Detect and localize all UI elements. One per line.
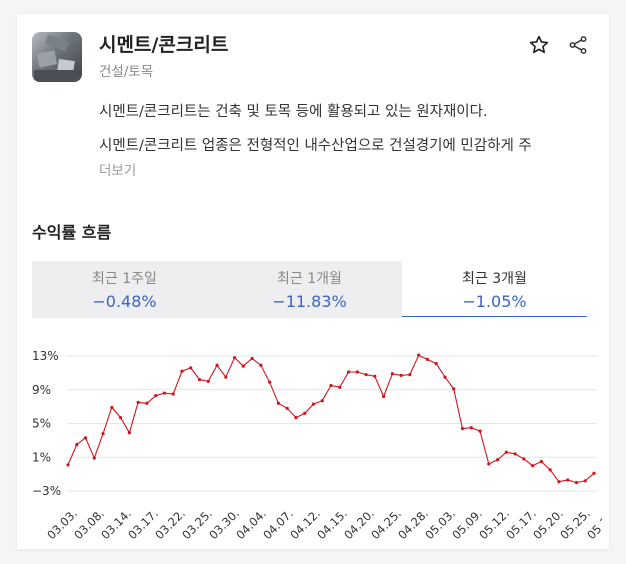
data-point — [206, 379, 210, 383]
data-point — [495, 458, 500, 462]
data-point — [531, 464, 535, 468]
data-point — [75, 442, 79, 447]
data-point — [566, 478, 570, 482]
data-point — [592, 471, 596, 475]
data-point — [408, 372, 412, 377]
tab-return-value: −1.05% — [462, 292, 527, 311]
data-point — [583, 479, 587, 483]
data-point — [443, 375, 447, 379]
data-point — [232, 356, 237, 360]
data-point — [276, 401, 280, 405]
data-point — [382, 394, 386, 399]
data-point — [197, 378, 202, 382]
data-point — [417, 353, 421, 357]
star-icon[interactable] — [528, 34, 550, 56]
data-point — [390, 372, 394, 376]
section-title: 수익률 흐름 — [32, 223, 112, 242]
description-line-1: 시멘트/콘크리트는 건축 및 토목 등에 활용되고 있는 원자재이다. — [99, 104, 488, 120]
data-point — [364, 372, 368, 377]
industry-card: 시멘트/콘크리트 건설/토목 시멘트/콘크리트는 건축 및 토목 등에 활용되고… — [17, 14, 609, 549]
more-link[interactable]: 더보기 — [99, 163, 137, 179]
data-point — [548, 468, 552, 472]
data-point — [285, 406, 289, 410]
series-line — [67, 354, 595, 484]
data-point — [373, 374, 377, 378]
industry-thumbnail — [32, 32, 82, 82]
period-tabs: 최근 1주일 −0.48% 최근 1개월 −11.83% 최근 3개월 −1.0… — [32, 261, 587, 318]
data-point — [154, 394, 158, 398]
data-point — [145, 401, 149, 405]
data-point — [346, 370, 351, 374]
y-tick-label: 1% — [32, 450, 51, 464]
data-point — [180, 369, 184, 373]
data-point — [110, 405, 114, 410]
data-point — [460, 426, 465, 431]
data-point — [478, 429, 482, 433]
share-icon[interactable] — [567, 34, 589, 56]
data-point — [224, 375, 228, 379]
data-point — [539, 459, 543, 464]
page-title: 시멘트/콘크리트 — [99, 34, 229, 56]
y-tick-label: 13% — [32, 349, 59, 363]
tab-1-week[interactable]: 최근 1주일 −0.48% — [32, 261, 217, 318]
tab-3-months[interactable]: 최근 3개월 −1.05% — [402, 261, 587, 317]
data-point — [303, 411, 307, 415]
tab-1-month[interactable]: 최근 1개월 −11.83% — [217, 261, 402, 318]
tab-label: 최근 1주일 — [92, 271, 157, 287]
data-point — [259, 363, 263, 367]
description-line-2: 시멘트/콘크리트 업종은 전형적인 내수산업으로 건설경기에 민감하게 주 — [99, 138, 532, 154]
data-point — [504, 450, 508, 454]
data-point — [320, 399, 324, 403]
tab-return-value: −0.48% — [92, 292, 157, 311]
data-point — [452, 387, 456, 391]
data-point — [513, 452, 517, 456]
data-point — [469, 426, 473, 430]
data-point — [119, 415, 123, 420]
y-tick-label: −3% — [32, 484, 61, 498]
data-point — [268, 380, 272, 384]
data-point — [329, 383, 333, 388]
y-tick-label: 5% — [32, 417, 51, 431]
data-point — [425, 357, 430, 361]
data-point — [355, 370, 359, 374]
data-point — [127, 431, 131, 435]
y-tick-label: 9% — [32, 383, 51, 397]
data-point — [311, 402, 316, 406]
data-point — [92, 456, 96, 460]
category-label: 건설/토목 — [99, 64, 154, 80]
data-point — [557, 480, 561, 484]
data-point — [215, 363, 219, 367]
data-point — [294, 415, 298, 420]
tab-label: 최근 3개월 — [462, 271, 527, 287]
data-point — [522, 457, 526, 461]
data-point — [338, 385, 342, 389]
data-point — [241, 364, 245, 368]
data-point — [162, 391, 167, 395]
data-point — [171, 392, 175, 396]
data-point — [434, 361, 438, 366]
data-point — [136, 400, 140, 405]
data-point — [101, 432, 105, 436]
tab-label: 최근 1개월 — [277, 271, 342, 287]
data-point — [487, 462, 491, 466]
data-point — [189, 366, 193, 370]
return-line-chart: 13%9%5%1%−3%03.03.03.08.03.14.03.17.03.2… — [32, 349, 602, 542]
data-point — [83, 436, 88, 440]
data-point — [574, 480, 579, 485]
data-point — [399, 373, 403, 378]
tab-return-value: −11.83% — [272, 292, 347, 311]
data-point — [66, 463, 70, 467]
data-point — [250, 356, 254, 361]
